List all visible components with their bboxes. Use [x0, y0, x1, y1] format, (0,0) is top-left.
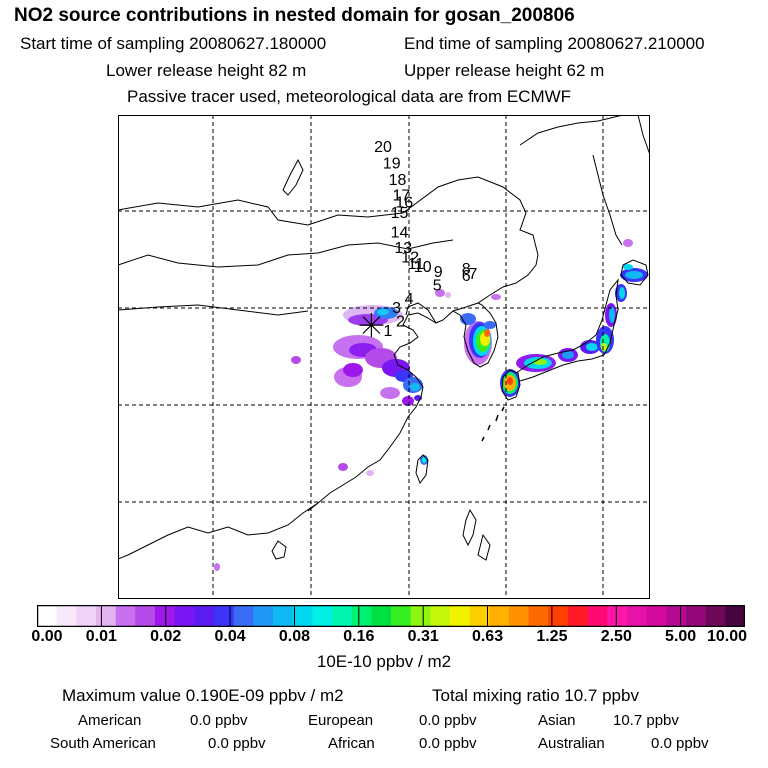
colorbar-cell: [56, 605, 77, 627]
colorbar-tick-label: 10.00: [706, 628, 748, 645]
colorbar-cell: [568, 605, 589, 627]
colorbar-cell: [509, 605, 530, 627]
upper-release-label: Upper release height 62 m: [404, 61, 605, 80]
trajectory-label: 19: [383, 156, 401, 173]
colorbar-cell: [469, 605, 490, 627]
colorbar-cell: [646, 605, 667, 627]
trajectory-label: 10: [414, 259, 432, 276]
colorbar-cell: [725, 605, 745, 627]
map-title: NO2 source contributions in nested domai…: [14, 5, 575, 26]
colorbar-cell: [391, 605, 412, 627]
colorbar-tick-label: 0.63: [471, 628, 504, 645]
colorbar-cell: [351, 605, 372, 627]
colorbar-cell: [312, 605, 333, 627]
colorbar-cell: [410, 605, 431, 627]
region-name: Asian: [538, 712, 576, 729]
region-name: American: [78, 712, 142, 729]
concentration-field: [214, 239, 648, 571]
colorbar-cell: [430, 605, 451, 627]
trajectory-label: 3: [392, 300, 401, 317]
colorbar-tick-label: 1.25: [536, 628, 568, 645]
colorbar-cell: [371, 605, 392, 627]
coastlines: [118, 115, 650, 561]
region-name: South American: [50, 735, 156, 752]
region-name: African: [328, 735, 375, 752]
region-value: 10.7 ppbv: [613, 712, 679, 729]
lower-release-label: Lower release height 82 m: [106, 61, 307, 80]
trajectory-label: 17: [393, 188, 411, 205]
colorbar-cell: [253, 605, 274, 627]
colorbar-cell: [194, 605, 215, 627]
colorbar-cell: [292, 605, 313, 627]
region-value: 0.0 ppbv: [208, 735, 266, 752]
colorbar-cell: [115, 605, 136, 627]
start-time-label: Start time of sampling 20080627.180000: [20, 34, 327, 53]
colorbar-cell: [607, 605, 628, 627]
tracer-note: Passive tracer used, meteorological data…: [127, 87, 572, 106]
colorbar-cell: [155, 605, 176, 627]
colorbar-tick-label: 0.01: [85, 628, 117, 645]
trajectory-label: 15: [391, 205, 409, 222]
colorbar-tick-label: 5.00: [665, 628, 697, 645]
colorbar-cell: [587, 605, 608, 627]
trajectory-label: 9: [434, 264, 443, 281]
colorbar-cell: [686, 605, 707, 627]
region-name: European: [308, 712, 374, 729]
colorbar-unit: 10E-10 ppbv / m2: [316, 652, 452, 671]
colorbar-tick-label: 0.08: [278, 628, 311, 645]
colorbar-tick-label: 0.04: [214, 628, 246, 645]
colorbar-tick-label: 0.31: [407, 628, 439, 645]
colorbar-tick-label: 0.00: [31, 628, 63, 645]
colorbar-tick-label: 0.02: [150, 628, 182, 645]
total-mixing-label: Total mixing ratio 10.7 ppbv: [432, 686, 639, 705]
colorbar-cell: [174, 605, 195, 627]
colorbar-cell: [666, 605, 687, 627]
region-name: Australian: [538, 735, 605, 752]
region-value: 0.0 ppbv: [651, 735, 709, 752]
max-value-label: Maximum value 0.190E-09 ppbv / m2: [62, 686, 344, 705]
colorbar-cell: [273, 605, 294, 627]
receptor-star-icon: [359, 313, 384, 338]
trajectory-label: 5: [433, 278, 442, 295]
colorbar-tick-label: 0.16: [343, 628, 375, 645]
trajectory-label: 11: [408, 256, 425, 273]
trajectory-label: 2: [396, 313, 405, 330]
colorbar-cell: [76, 605, 97, 627]
colorbar: [37, 605, 745, 627]
colorbar-cell: [332, 605, 353, 627]
region-value: 0.0 ppbv: [190, 712, 248, 729]
region-value: 0.0 ppbv: [419, 735, 477, 752]
colorbar-tick-labels: 0.00 0.01 0.02 0.04 0.08 0.16 0.31 0.63 1.25 2.50…: [0, 628, 768, 650]
colorbar-cell: [528, 605, 549, 627]
trajectory-label: 1: [383, 323, 392, 340]
colorbar-cell: [233, 605, 254, 627]
trajectory-label: 14: [391, 224, 409, 241]
colorbar-cell: [214, 605, 235, 627]
graticule: [118, 115, 650, 599]
colorbar-tick-label: 2.50: [600, 628, 632, 645]
region-value: 0.0 ppbv: [419, 712, 477, 729]
colorbar-cell: [135, 605, 156, 627]
end-time-label: End time of sampling 20080627.210000: [404, 34, 705, 53]
colorbar-cell: [489, 605, 510, 627]
trajectory-label: 6: [462, 268, 471, 285]
colorbar-cell: [96, 605, 117, 627]
trajectory-label: 20: [374, 139, 392, 156]
colorbar-cell: [450, 605, 471, 627]
trajectory-label: 7: [469, 266, 478, 283]
colorbar-cell: [705, 605, 726, 627]
trajectory-label: 18: [389, 172, 407, 189]
trajectory-label: 16: [395, 194, 413, 211]
trajectory-label: 4: [405, 291, 414, 308]
trajectory-label: 12: [401, 250, 419, 267]
trajectory-label: 8: [462, 261, 471, 278]
colorbar-cell: [627, 605, 648, 627]
colorbar-cell: [37, 605, 58, 627]
trajectory-label: 13: [394, 240, 412, 257]
colorbar-cell: [548, 605, 569, 627]
